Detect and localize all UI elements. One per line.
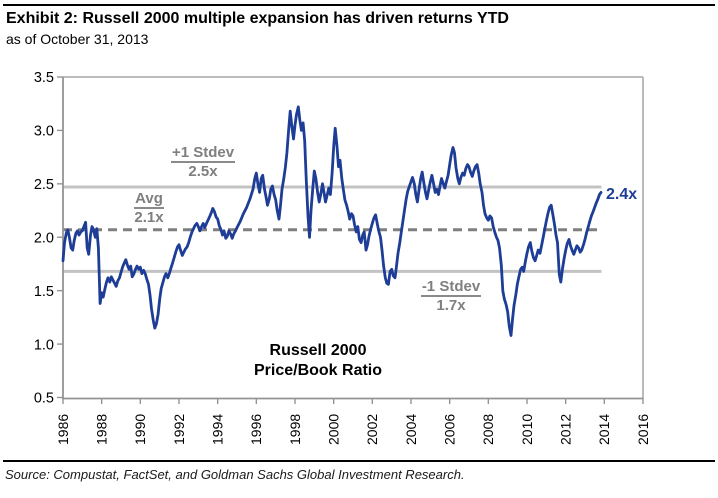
minus-stdev-label: -1 Stdev bbox=[420, 278, 482, 297]
annotation-average: Avg 2.1x bbox=[109, 190, 189, 226]
svg-text:2010: 2010 bbox=[519, 414, 535, 445]
svg-text:2016: 2016 bbox=[635, 414, 651, 445]
source-note: Source: Compustat, FactSet, and Goldman … bbox=[5, 467, 465, 482]
svg-text:2014: 2014 bbox=[596, 414, 612, 445]
svg-text:2000: 2000 bbox=[325, 414, 341, 445]
svg-text:2004: 2004 bbox=[403, 414, 419, 445]
svg-text:1.5: 1.5 bbox=[34, 284, 54, 300]
plus-stdev-value: 2.5x bbox=[188, 163, 218, 180]
svg-text:1996: 1996 bbox=[248, 414, 264, 445]
series-title-line1: Russell 2000 bbox=[269, 342, 367, 359]
svg-text:1992: 1992 bbox=[171, 414, 187, 445]
svg-text:2.5: 2.5 bbox=[34, 177, 54, 193]
svg-text:2.0: 2.0 bbox=[34, 230, 54, 246]
svg-text:3.5: 3.5 bbox=[34, 70, 54, 86]
annotation-plus-one-stdev: +1 Stdev 2.5x bbox=[143, 144, 263, 180]
svg-text:1986: 1986 bbox=[55, 414, 71, 445]
series-title-line2: Price/Book Ratio bbox=[253, 362, 383, 379]
svg-text:2008: 2008 bbox=[480, 414, 496, 445]
svg-text:1994: 1994 bbox=[209, 414, 225, 445]
top-rule bbox=[3, 4, 715, 6]
svg-text:1990: 1990 bbox=[132, 414, 148, 445]
current-value-label: 2.4x bbox=[606, 186, 638, 203]
plus-stdev-label: +1 Stdev bbox=[170, 144, 236, 163]
exhibit-subtitle: as of October 31, 2013 bbox=[6, 31, 149, 47]
avg-value: 2.1x bbox=[134, 209, 164, 226]
svg-text:3.0: 3.0 bbox=[34, 124, 54, 140]
minus-stdev-value: 1.7x bbox=[436, 297, 466, 314]
svg-text:2002: 2002 bbox=[364, 414, 380, 445]
avg-label: Avg bbox=[134, 190, 164, 209]
annotation-minus-one-stdev: -1 Stdev 1.7x bbox=[401, 278, 501, 314]
svg-text:1.0: 1.0 bbox=[34, 337, 54, 353]
svg-text:1998: 1998 bbox=[287, 414, 303, 445]
svg-text:1988: 1988 bbox=[93, 414, 109, 445]
svg-text:2006: 2006 bbox=[441, 414, 457, 445]
exhibit-title: Exhibit 2: Russell 2000 multiple expansi… bbox=[6, 10, 509, 27]
svg-text:2012: 2012 bbox=[557, 414, 573, 445]
bottom-rule bbox=[3, 460, 715, 462]
series-title: Russell 2000 Price/Book Ratio bbox=[218, 341, 418, 381]
svg-text:0.5: 0.5 bbox=[34, 391, 54, 407]
